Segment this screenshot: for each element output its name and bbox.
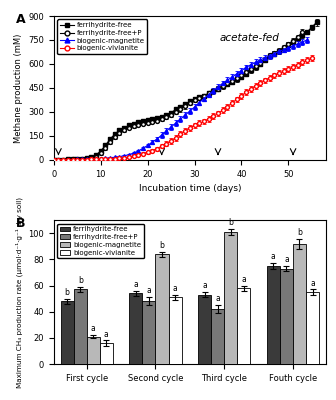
Bar	[129, 294, 142, 364]
Bar	[60, 301, 74, 364]
Text: a: a	[310, 278, 315, 288]
Text: a: a	[104, 330, 109, 338]
Text: B: B	[16, 217, 25, 230]
Bar	[224, 232, 237, 364]
Text: a: a	[202, 281, 207, 290]
Legend: ferrihydrite-free, ferrihydrite-free+P, biogenic-magnetite, biogenic-vivianite: ferrihydrite-free, ferrihydrite-free+P, …	[57, 224, 144, 258]
Text: a: a	[215, 294, 220, 303]
Text: acetate-fed: acetate-fed	[220, 33, 280, 43]
Bar	[156, 254, 169, 364]
Bar	[87, 336, 100, 364]
Bar	[100, 343, 113, 364]
Text: a: a	[133, 280, 138, 289]
Bar	[280, 268, 293, 364]
Text: a: a	[173, 284, 177, 293]
Text: b: b	[65, 288, 70, 297]
Text: a: a	[146, 286, 151, 295]
Bar	[169, 297, 181, 364]
Bar	[293, 244, 306, 364]
Bar	[267, 266, 280, 364]
Y-axis label: Maximum CH₄ production rate (μmol·d⁻¹·g⁻¹ dry soil): Maximum CH₄ production rate (μmol·d⁻¹·g⁻…	[15, 196, 23, 388]
Bar	[198, 295, 211, 364]
X-axis label: Incubation time (days): Incubation time (days)	[138, 184, 241, 193]
Text: b: b	[78, 276, 83, 285]
Bar	[211, 309, 224, 364]
Bar	[142, 301, 156, 364]
Text: b: b	[228, 218, 233, 227]
Text: b: b	[297, 228, 302, 236]
Bar	[74, 290, 87, 364]
Bar	[306, 292, 319, 364]
Bar	[237, 288, 250, 364]
Y-axis label: Methane production (mM): Methane production (mM)	[13, 33, 23, 142]
Text: a: a	[241, 275, 246, 284]
Text: b: b	[160, 241, 164, 250]
Text: a: a	[271, 252, 276, 261]
Legend: ferrihydrite-free, ferrihydrite-free+P, biogenic-magnetite, biogenic-vivianite: ferrihydrite-free, ferrihydrite-free+P, …	[57, 20, 148, 54]
Text: a: a	[284, 255, 289, 264]
Text: A: A	[16, 13, 25, 26]
Text: a: a	[91, 324, 96, 333]
